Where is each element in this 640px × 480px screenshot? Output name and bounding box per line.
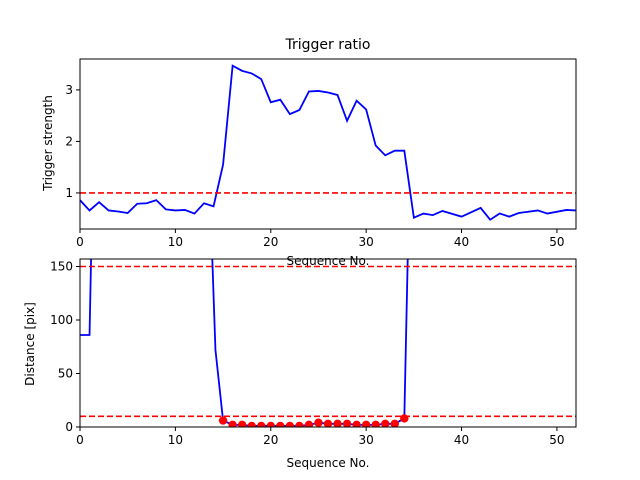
x-tick-label: 50 — [549, 235, 564, 249]
data-point — [295, 421, 304, 427]
x-tick-label: 20 — [263, 235, 278, 249]
data-point — [361, 420, 371, 427]
data-point — [247, 421, 256, 427]
x-tick-label: 30 — [359, 235, 374, 249]
data-point — [342, 419, 352, 427]
y-axis-label: Trigger strength — [41, 95, 55, 192]
y-tick-label: 2 — [65, 134, 73, 148]
data-point — [323, 419, 333, 427]
x-tick-label: 0 — [76, 235, 84, 249]
x-tick-label: 0 — [76, 433, 84, 447]
distance-chart: Sequence No. Distance [pix] 0 10 20 30 40 50 0… — [23, 258, 577, 470]
data-point — [314, 418, 323, 427]
x-axis-label: Sequence No. — [287, 456, 370, 470]
data-point — [285, 421, 295, 427]
data-point — [266, 421, 275, 427]
x-tick-label: 20 — [263, 433, 278, 447]
data-point — [257, 421, 266, 427]
data-point — [352, 420, 361, 427]
y-tick-label: 50 — [58, 366, 73, 380]
axes-frame — [79, 58, 577, 230]
data-point — [304, 420, 314, 427]
data-point — [381, 419, 390, 427]
x-axis-label: Sequence No. — [287, 254, 370, 268]
y-tick-label: 0 — [65, 420, 73, 434]
data-point — [228, 420, 237, 427]
axes-frame — [79, 258, 577, 428]
data-point — [390, 419, 399, 427]
x-tick-label: 40 — [454, 433, 469, 447]
data-point — [218, 416, 228, 425]
x-tick-label: 50 — [549, 433, 564, 447]
y-axis-label: Distance [pix] — [23, 302, 37, 386]
data-point — [371, 420, 380, 427]
data-point — [276, 421, 285, 427]
trigger-ratio-chart: Trigger ratio Sequence No. Trigger stren… — [41, 37, 577, 268]
y-tick-label: 100 — [50, 313, 73, 327]
x-tick-label: 10 — [168, 235, 183, 249]
x-tick-label: 30 — [359, 433, 374, 447]
data-point — [237, 420, 247, 427]
chart-title: Trigger ratio — [284, 37, 370, 53]
x-tick-label: 10 — [168, 433, 183, 447]
y-tick-label: 3 — [65, 83, 73, 97]
series-line — [80, 259, 409, 427]
series-line — [80, 64, 576, 221]
x-tick-label: 40 — [454, 235, 469, 249]
y-tick-label: 150 — [50, 259, 73, 273]
data-point — [333, 419, 342, 427]
y-tick-label: 1 — [65, 186, 73, 200]
